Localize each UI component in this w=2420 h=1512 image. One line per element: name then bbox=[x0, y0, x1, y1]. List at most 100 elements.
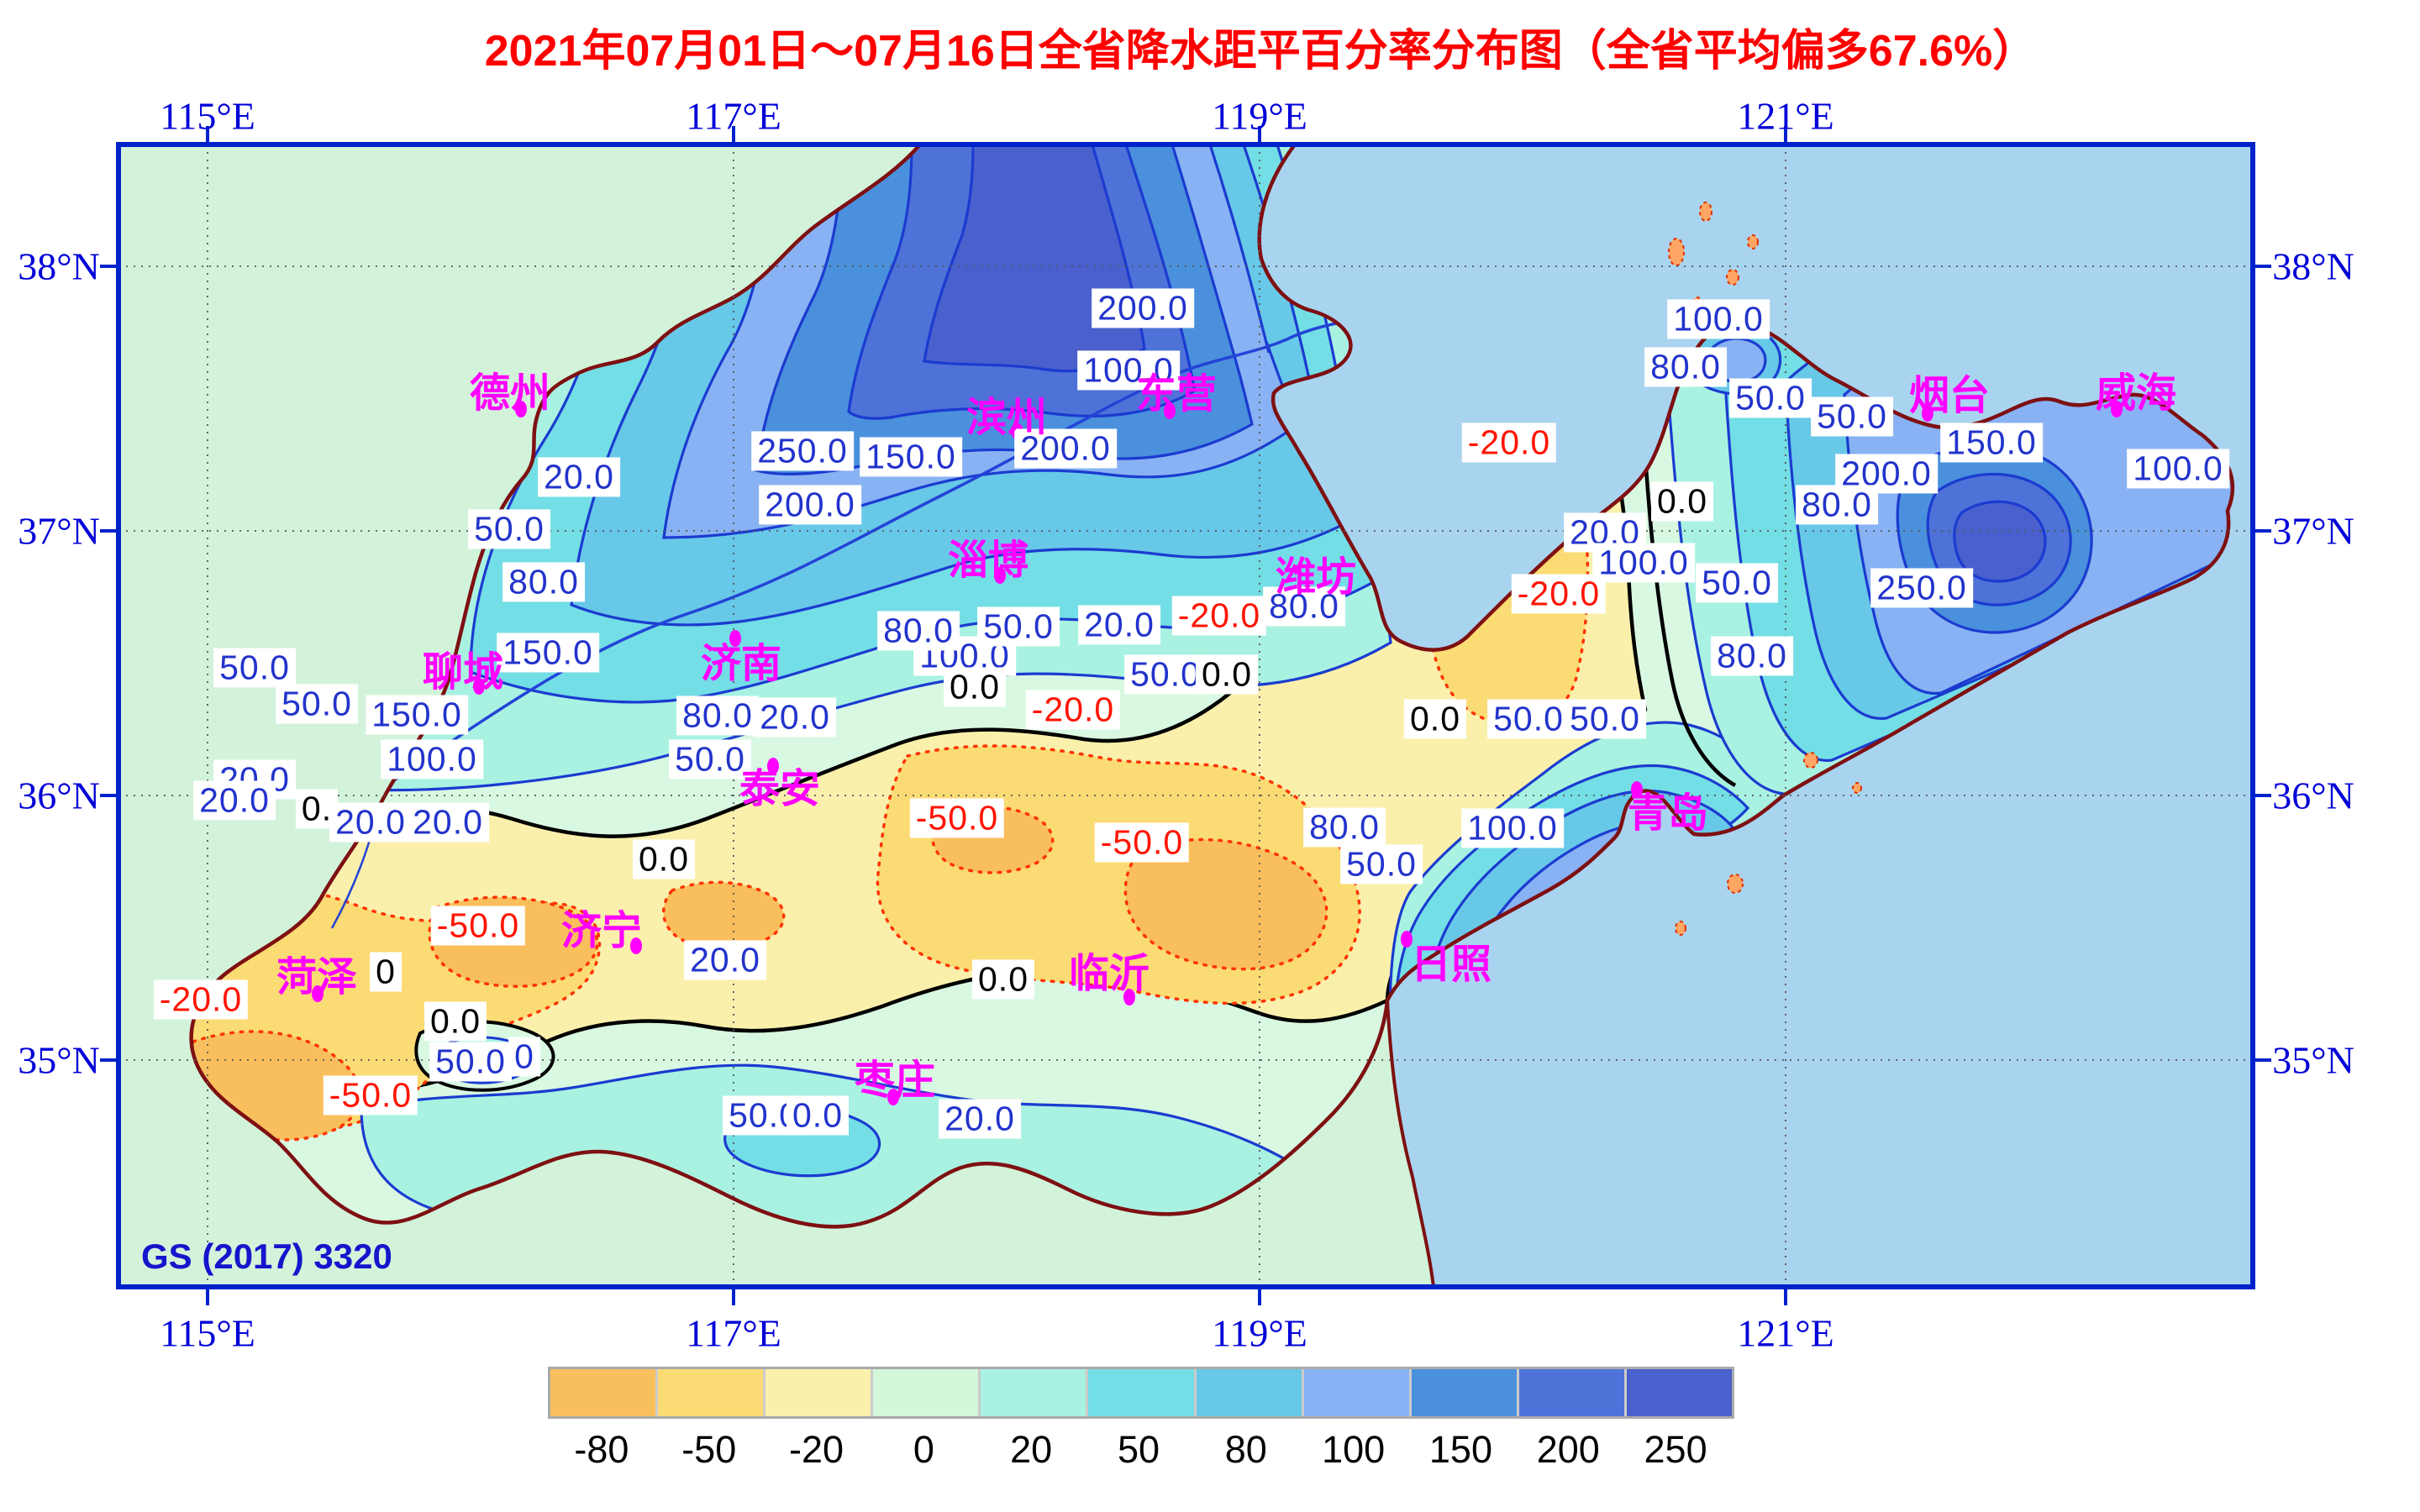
contour-label-1500-3: 150.0 bbox=[860, 437, 962, 477]
contour-label--500-49: -50.0 bbox=[909, 798, 1005, 838]
contour-label-500-35: 50.0 bbox=[1696, 563, 1778, 603]
contour-label-1000-34: 100.0 bbox=[1592, 543, 1695, 583]
lat-label-left-2: 36°N bbox=[18, 774, 100, 817]
lat-label-left-0: 38°N bbox=[18, 244, 100, 288]
city-dot-2 bbox=[1164, 402, 1176, 419]
lon-label-bottom-0: 115°E bbox=[160, 1311, 255, 1355]
contour-label-800-14: 80.0 bbox=[676, 696, 759, 736]
colorbar-value-80: 80 bbox=[1224, 1428, 1267, 1471]
city-label-9: 泰安 bbox=[739, 767, 821, 811]
contour-label-2000-29: 200.0 bbox=[1835, 454, 1938, 494]
contour-label-200-54: 20.0 bbox=[329, 802, 412, 843]
colorbar-cell--50 bbox=[658, 1369, 766, 1416]
lat-label-right-2: 36°N bbox=[2272, 774, 2354, 817]
contour-label-500-47: 50.0 bbox=[1340, 844, 1423, 885]
contour-label-00-22: 0.0 bbox=[1196, 654, 1258, 695]
city-dot-4 bbox=[2111, 401, 2123, 417]
colorbar-value-20: 20 bbox=[1010, 1428, 1053, 1471]
contour-label-800-8: 80.0 bbox=[502, 562, 585, 602]
city-label-5: 淄博 bbox=[947, 538, 1029, 583]
city-label-2: 东营 bbox=[1135, 372, 1218, 417]
contour-label-00-43: 0.0 bbox=[1404, 699, 1466, 739]
contour-label-500-26: 50.0 bbox=[1729, 378, 1812, 418]
city-dot-0 bbox=[515, 401, 527, 417]
contour-label-500-61: 50.0 bbox=[429, 1042, 512, 1082]
contour-label-800-20: 80.0 bbox=[877, 611, 960, 651]
contour-label-500-44: 50.0 bbox=[1487, 699, 1570, 739]
city-dot-3 bbox=[1922, 405, 1933, 422]
city-dot-7 bbox=[473, 678, 485, 695]
colorbar-cell-50 bbox=[1088, 1369, 1197, 1416]
contour-label-00-32: 0.0 bbox=[1651, 481, 1713, 522]
axis-ticks bbox=[100, 126, 2271, 1305]
contour-label-00-60: 0.0 bbox=[424, 1001, 487, 1042]
city-label-12: 临沂 bbox=[1068, 952, 1150, 996]
contour-label-2500-36: 250.0 bbox=[1870, 568, 1973, 608]
contour-label-1500-28: 150.0 bbox=[1940, 423, 2043, 463]
city-dot-11 bbox=[312, 985, 324, 1002]
colorbar-value--80: -80 bbox=[574, 1428, 629, 1471]
contour-label-500-21: 50.0 bbox=[1124, 654, 1207, 695]
map-license-note: GS (2017) 3320 bbox=[141, 1236, 392, 1276]
contour-label-200-19: 20.0 bbox=[1078, 605, 1160, 645]
city-label-11: 菏泽 bbox=[276, 955, 358, 1000]
lon-label-top-1: 117°E bbox=[686, 94, 781, 138]
contour-label--500-50: -50.0 bbox=[1094, 822, 1190, 863]
city-dot-13 bbox=[887, 1089, 899, 1105]
contour-label-00-42: 0.0 bbox=[944, 667, 1006, 707]
contour-label-500-16: 50.0 bbox=[669, 739, 751, 780]
contour-label-1500-9: 150.0 bbox=[497, 633, 599, 673]
contour-label--200-38: -20.0 bbox=[1461, 423, 1557, 463]
contour-label-200-6: 20.0 bbox=[538, 457, 620, 497]
contour-label-500-18: 50.0 bbox=[977, 606, 1060, 647]
contour-label-00-65: 0.0 bbox=[972, 959, 1034, 1000]
contour-label-2500-2: 250.0 bbox=[751, 431, 854, 471]
lon-label-top-2: 119°E bbox=[1212, 94, 1307, 138]
lat-label-right-1: 37°N bbox=[2272, 509, 2354, 553]
colorbar-cell-0 bbox=[873, 1369, 981, 1416]
contour-label-200-52: 20.0 bbox=[193, 780, 276, 821]
lat-label-left-3: 35°N bbox=[18, 1038, 100, 1082]
city-dot-9 bbox=[767, 758, 779, 774]
lat-label-right-3: 35°N bbox=[2272, 1038, 2354, 1082]
contour-label--500-63: -50.0 bbox=[323, 1075, 418, 1116]
colorbar-value-0: 0 bbox=[913, 1428, 934, 1471]
city-label-10: 济宁 bbox=[560, 909, 643, 953]
city-dot-10 bbox=[630, 937, 642, 954]
colorbar-value-100: 100 bbox=[1322, 1428, 1386, 1471]
colorbar-cell--20 bbox=[765, 1369, 874, 1416]
contour-label-200-68: 20.0 bbox=[939, 1099, 1021, 1139]
city-dot-14 bbox=[1631, 781, 1643, 798]
contour-label--200-41: -20.0 bbox=[1025, 690, 1121, 730]
contour-label-800-25: 80.0 bbox=[1644, 347, 1727, 387]
contour-label--200-40: -20.0 bbox=[1171, 596, 1267, 636]
contour-label-1000-1: 100.0 bbox=[1077, 350, 1180, 391]
contour-label-2000-4: 200.0 bbox=[1014, 428, 1117, 469]
contour-label-500-45: 50.0 bbox=[1564, 699, 1646, 739]
contour-label-800-37: 80.0 bbox=[1711, 636, 1793, 676]
contour-label-0-62: 0 bbox=[508, 1037, 540, 1077]
contour-label-2000-0: 200.0 bbox=[1092, 288, 1194, 328]
colorbar-cell-150 bbox=[1411, 1369, 1519, 1416]
city-label-15: 日照 bbox=[1410, 942, 1492, 987]
colorbar-cell-200 bbox=[1518, 1369, 1627, 1416]
contour-label-500-27: 50.0 bbox=[1811, 396, 1893, 437]
map-frame bbox=[116, 142, 2255, 1289]
lon-label-bottom-3: 121°E bbox=[1737, 1311, 1834, 1355]
city-dot-12 bbox=[1123, 989, 1135, 1005]
contour-label-500-10: 50.0 bbox=[213, 648, 296, 688]
contour-label-00-56: 0.0 bbox=[633, 839, 695, 879]
colorbar-cell-80 bbox=[1196, 1369, 1304, 1416]
colorbar-value-250: 250 bbox=[1644, 1428, 1707, 1471]
city-label-13: 枣庄 bbox=[854, 1058, 936, 1103]
colorbar bbox=[548, 1367, 1734, 1419]
lon-label-bottom-1: 117°E bbox=[686, 1311, 781, 1355]
city-dot-15 bbox=[1401, 931, 1413, 948]
contour-label-1000-30: 100.0 bbox=[2127, 449, 2229, 489]
lat-label-left-1: 37°N bbox=[18, 509, 100, 553]
contour-label-1000-48: 100.0 bbox=[1461, 808, 1564, 848]
city-dot-5 bbox=[994, 567, 1006, 584]
city-dot-8 bbox=[729, 630, 741, 647]
